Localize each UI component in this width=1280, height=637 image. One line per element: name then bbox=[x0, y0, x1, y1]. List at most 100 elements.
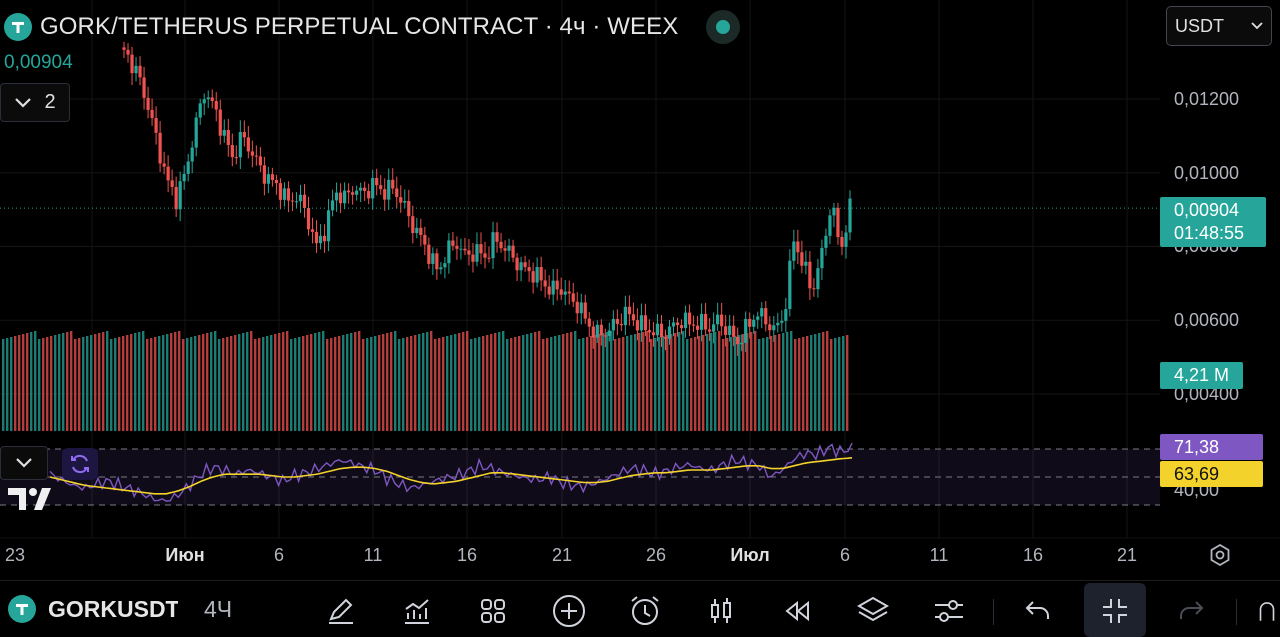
volume-bar bbox=[502, 331, 505, 431]
volume-bar bbox=[662, 336, 665, 431]
replay-button[interactable] bbox=[777, 591, 817, 631]
redo-button[interactable] bbox=[1171, 591, 1211, 631]
candle-body bbox=[318, 235, 323, 244]
candle-body bbox=[607, 330, 611, 336]
indicators-button[interactable] bbox=[397, 591, 437, 631]
chart-type-button[interactable] bbox=[701, 591, 741, 631]
candle-body bbox=[671, 322, 676, 327]
volume-bar bbox=[126, 335, 129, 431]
volume-bar bbox=[762, 338, 765, 431]
candle-body bbox=[130, 54, 134, 74]
candle-body bbox=[708, 329, 712, 332]
volume-bar bbox=[614, 339, 617, 431]
volume-bar bbox=[774, 335, 777, 431]
price-label: 0,00600 bbox=[1174, 310, 1240, 330]
symbol-selector[interactable]: GORKUSDT 4Ч bbox=[8, 595, 232, 623]
candle-body bbox=[278, 183, 283, 200]
volume-bar bbox=[838, 337, 841, 431]
add-button[interactable] bbox=[549, 591, 589, 631]
candle-body bbox=[126, 49, 130, 55]
chart-settings-button[interactable] bbox=[1208, 543, 1232, 572]
bar-countdown: 01:48:55 bbox=[1174, 223, 1245, 243]
chart-settings-toolbar-button[interactable] bbox=[929, 591, 969, 631]
replay-icon bbox=[785, 600, 809, 622]
candle-body bbox=[579, 302, 583, 314]
object-tree-button[interactable] bbox=[853, 591, 893, 631]
magnet-button[interactable] bbox=[1254, 591, 1280, 631]
candle-body bbox=[663, 337, 668, 339]
volume-bar bbox=[218, 339, 221, 431]
volume-bar bbox=[590, 336, 593, 431]
volume-badge: 4,21 M bbox=[1160, 362, 1243, 389]
volume-bar bbox=[814, 334, 817, 431]
grid-icon bbox=[481, 599, 505, 623]
candle-body bbox=[198, 103, 202, 118]
volume-bar bbox=[30, 332, 33, 431]
volume-bar bbox=[578, 339, 581, 431]
tether-logo-icon bbox=[8, 595, 36, 623]
volume-bar bbox=[810, 335, 813, 431]
time-label: 11 bbox=[363, 545, 383, 565]
candle-body bbox=[764, 308, 768, 325]
volume-bar bbox=[534, 332, 537, 431]
volume-bar bbox=[738, 335, 741, 431]
volume-bar bbox=[462, 332, 465, 431]
layouts-button[interactable] bbox=[473, 591, 513, 631]
alerts-button[interactable] bbox=[625, 591, 665, 631]
indicators-collapse-button[interactable]: 2 bbox=[0, 83, 70, 122]
volume-bar bbox=[554, 336, 557, 431]
volume-bar bbox=[10, 337, 13, 431]
currency-select[interactable]: USDT bbox=[1166, 6, 1272, 46]
volume-bar bbox=[778, 334, 781, 431]
market-status-icon[interactable] bbox=[706, 10, 741, 44]
volume-bar bbox=[170, 333, 173, 431]
volume-bar bbox=[194, 336, 197, 431]
volume-bar bbox=[414, 335, 417, 431]
candle-body bbox=[559, 289, 563, 295]
volume-bar bbox=[790, 331, 793, 431]
candle-body bbox=[780, 320, 784, 323]
interval-button[interactable]: 4Ч bbox=[204, 595, 233, 622]
volume-bar bbox=[658, 337, 661, 431]
candle-body bbox=[551, 280, 555, 295]
candle-body bbox=[158, 132, 162, 164]
undo-button[interactable] bbox=[1018, 591, 1058, 631]
volume-bar bbox=[150, 338, 153, 431]
time-label: 6 bbox=[839, 545, 851, 565]
volume-bar bbox=[846, 335, 849, 431]
candle-body bbox=[712, 324, 716, 332]
volume-bar bbox=[610, 331, 613, 431]
volume-bar bbox=[358, 331, 361, 431]
candle-body bbox=[250, 151, 254, 156]
candle-body bbox=[226, 130, 230, 145]
collapse-button[interactable] bbox=[1095, 591, 1135, 631]
volume-bar bbox=[242, 333, 245, 431]
candles-icon bbox=[711, 598, 731, 623]
candle-body bbox=[439, 267, 443, 270]
tradingview-logo-icon[interactable] bbox=[8, 486, 56, 517]
candle-body bbox=[599, 324, 603, 336]
symbol-title[interactable]: GORK/TETHERUS PERPETUAL CONTRACT · 4ч · … bbox=[40, 13, 679, 40]
candle-body bbox=[391, 179, 395, 189]
volume-bar bbox=[34, 331, 37, 431]
volume-bar bbox=[350, 333, 353, 431]
volume-bar bbox=[14, 336, 17, 431]
candle-body bbox=[800, 252, 804, 266]
volume-bar bbox=[806, 336, 809, 431]
volume-bar bbox=[426, 332, 429, 431]
candle-body bbox=[154, 118, 158, 133]
candle-body bbox=[683, 312, 688, 329]
drawing-tools-button[interactable] bbox=[321, 591, 361, 631]
volume-bar bbox=[278, 333, 281, 431]
volume-bar bbox=[82, 337, 85, 431]
rsi-collapse-button[interactable] bbox=[0, 446, 48, 480]
candle-body bbox=[314, 231, 319, 244]
volume-bar bbox=[682, 331, 685, 431]
volume-bar bbox=[586, 337, 589, 431]
volume-bar bbox=[786, 332, 789, 431]
candle-body bbox=[471, 254, 475, 262]
volume-bar bbox=[310, 334, 313, 431]
rsi-sync-button[interactable] bbox=[62, 448, 98, 480]
chart-canvas[interactable] bbox=[0, 0, 1280, 580]
chart-header[interactable]: GORK/TETHERUS PERPETUAL CONTRACT · 4ч · … bbox=[4, 10, 741, 44]
